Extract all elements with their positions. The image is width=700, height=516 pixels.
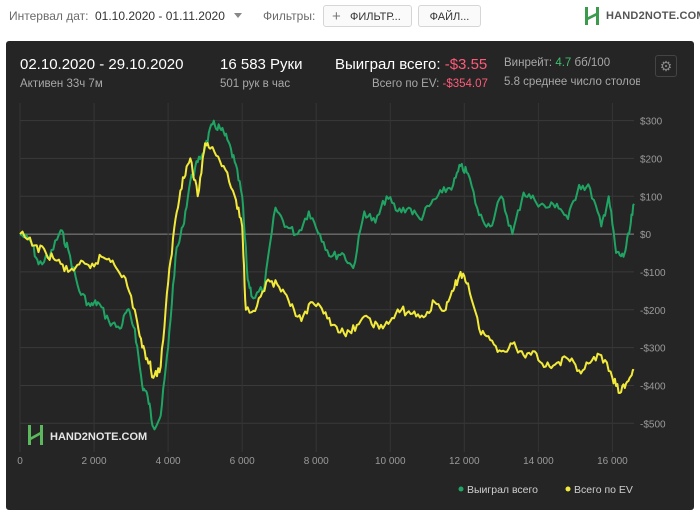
x-tick-label: 12 000 bbox=[449, 456, 480, 467]
chart-series bbox=[19, 119, 635, 431]
y-tick-label: $200 bbox=[640, 154, 663, 165]
winrate: Винрейт: 4.7 бб/100 bbox=[504, 57, 610, 69]
hands-per-hour: 501 рук в час bbox=[220, 78, 291, 90]
legend-marker bbox=[565, 486, 571, 492]
won-total: Выиграл всего: -$3.55 bbox=[335, 56, 487, 73]
hand2note-logo-icon bbox=[585, 7, 599, 25]
x-tick-label: 10 000 bbox=[375, 456, 406, 467]
chevron-down-icon[interactable] bbox=[234, 13, 242, 18]
y-axis-labels: $300 $200 $100 $0 -$100 -$200 -$300 -$400 -$500 bbox=[640, 117, 666, 431]
chart-legend: Выиграл всего Всего по EV bbox=[458, 484, 633, 496]
date-range: 02.10.2020 - 29.10.2020 bbox=[20, 56, 184, 73]
active-time: Активен 33ч 7м bbox=[20, 78, 103, 90]
settings-button[interactable]: ⚙ bbox=[655, 55, 677, 77]
series-line-2 bbox=[19, 142, 635, 394]
legend-item[interactable]: Всего по EV bbox=[565, 484, 633, 496]
ev-total-label: Всего по EV: bbox=[372, 78, 440, 90]
legend-label: Всего по EV bbox=[574, 484, 633, 496]
date-interval-select[interactable]: 01.10.2020 - 01.11.2020 bbox=[95, 9, 225, 23]
x-tick-label: 4 000 bbox=[156, 456, 181, 467]
y-tick-label: -$400 bbox=[640, 381, 666, 392]
top-toolbar: Интервал дат: 01.10.2020 - 01.11.2020 Фи… bbox=[0, 0, 700, 34]
y-tick-label: $300 bbox=[640, 117, 663, 128]
series-line-1 bbox=[19, 119, 635, 431]
y-tick-label: -$500 bbox=[640, 419, 666, 430]
legend-label: Выиграл всего bbox=[467, 484, 538, 496]
y-tick-label: $100 bbox=[640, 192, 663, 203]
x-tick-label: 0 bbox=[17, 456, 23, 467]
won-total-value: -$3.55 bbox=[444, 56, 488, 73]
legend-marker bbox=[458, 486, 464, 492]
y-tick-label: -$200 bbox=[640, 306, 666, 317]
x-tick-label: 2 000 bbox=[82, 456, 107, 467]
logo-text: HAND2NOTE.COM bbox=[606, 10, 700, 22]
ev-total-value: -$354.07 bbox=[442, 78, 488, 90]
file-button-label: ФАЙЛ... bbox=[429, 11, 470, 23]
watermark-text: HAND2NOTE.COM bbox=[50, 431, 147, 443]
filters-label: Фильтры: bbox=[263, 9, 316, 23]
chart-watermark: HAND2NOTE.COM bbox=[28, 425, 147, 445]
gear-icon: ⚙ bbox=[659, 58, 673, 74]
avg-tables: 5.8 среднее число столов bbox=[504, 76, 640, 88]
date-interval-label: Интервал дат: bbox=[9, 9, 89, 23]
plus-icon: + bbox=[332, 8, 341, 25]
legend-item[interactable]: Выиграл всего bbox=[458, 484, 539, 496]
y-tick-label: -$100 bbox=[640, 268, 666, 279]
chart-grid bbox=[19, 103, 634, 452]
hand2note-watermark-icon bbox=[28, 425, 43, 445]
ev-total: Всего по EV: -$354.07 bbox=[372, 78, 488, 90]
x-tick-label: 8 000 bbox=[304, 456, 329, 467]
file-button[interactable]: ФАЙЛ... bbox=[418, 5, 481, 27]
won-total-label: Выиграл всего: bbox=[335, 56, 441, 73]
graph-panel: 02.10.2020 - 29.10.2020 Активен 33ч 7м 1… bbox=[6, 41, 694, 510]
x-tick-label: 16 000 bbox=[597, 456, 628, 467]
x-tick-label: 6 000 bbox=[230, 456, 255, 467]
filter-button-label: ФИЛЬТР... bbox=[350, 11, 401, 23]
x-tick-label: 14 000 bbox=[523, 456, 554, 467]
hands-count: 16 583 Руки bbox=[220, 56, 303, 73]
bankroll-chart: HAND2NOTE.COM $300 $200 $100 $0 -$100 -$200 -$… bbox=[17, 103, 666, 496]
winrate-value: 4.7 bbox=[555, 57, 572, 69]
y-tick-label: $0 bbox=[640, 230, 652, 241]
filter-button[interactable]: + ФИЛЬТР... bbox=[323, 5, 412, 27]
x-axis-labels: 0 2 000 4 000 6 000 8 000 10 000 12 000 14 000 1… bbox=[17, 456, 628, 467]
winrate-label: Винрейт: bbox=[504, 57, 553, 69]
y-tick-label: -$300 bbox=[640, 344, 666, 355]
winrate-unit: бб/100 bbox=[574, 57, 611, 69]
